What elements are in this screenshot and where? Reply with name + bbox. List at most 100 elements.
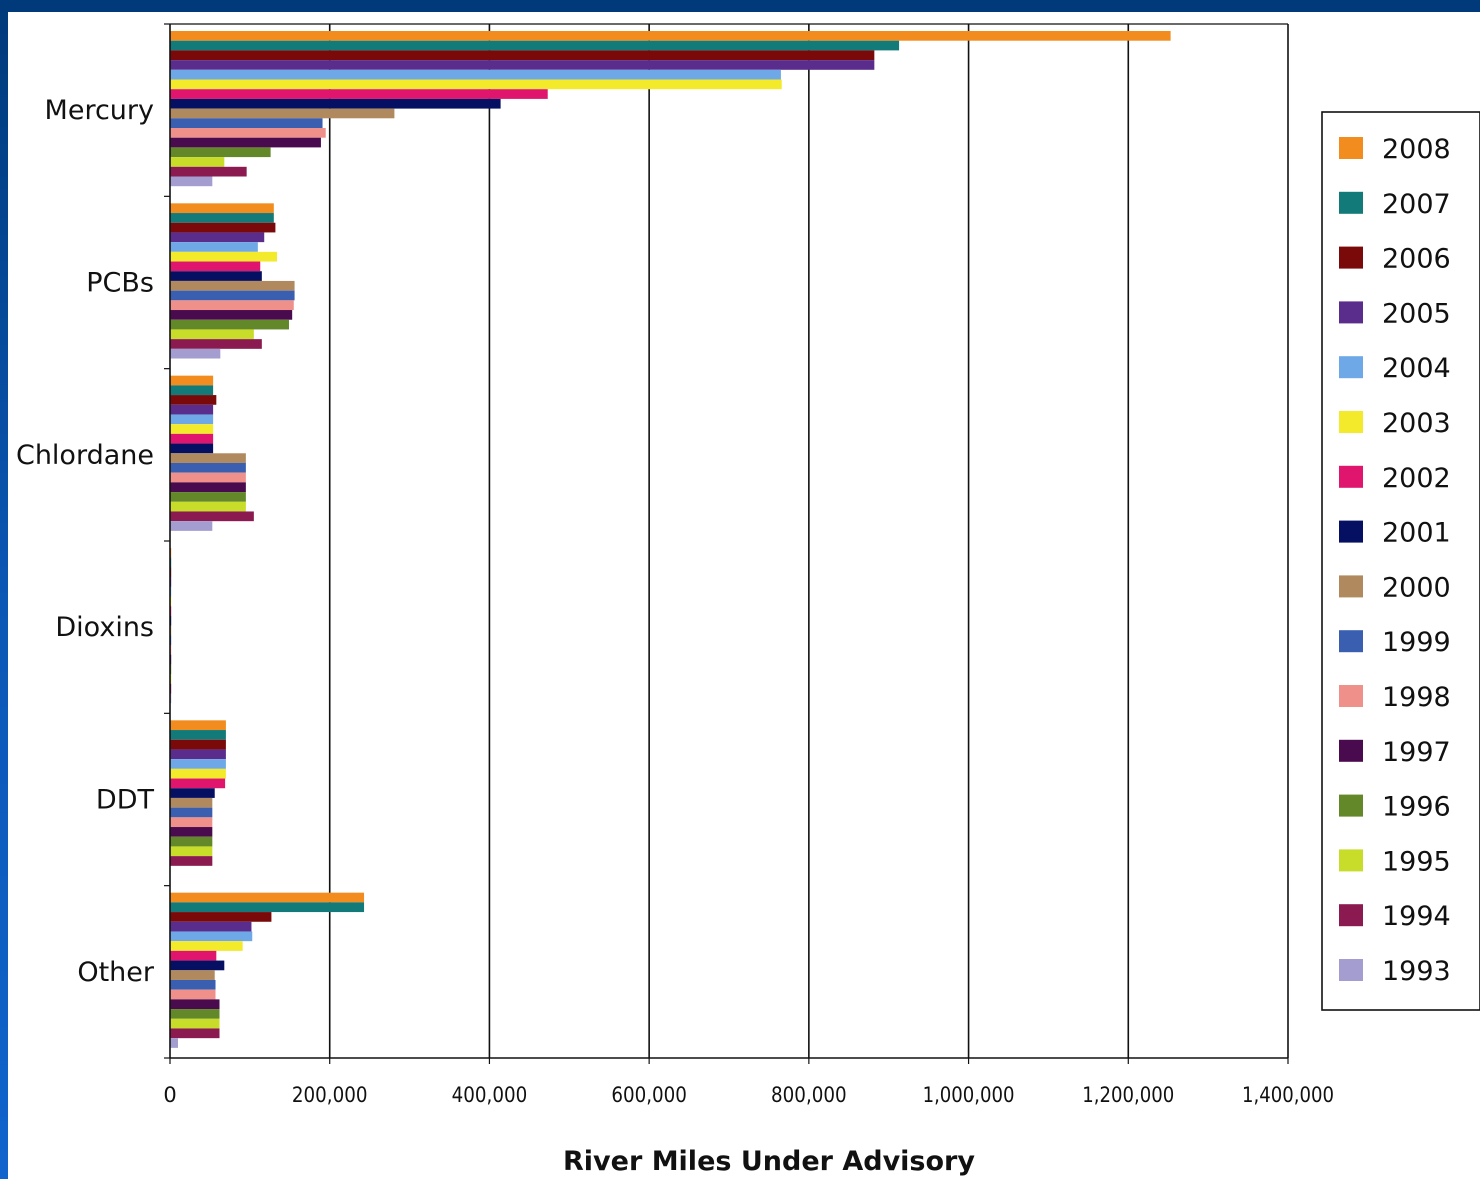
bar bbox=[170, 329, 254, 340]
bar bbox=[170, 433, 214, 444]
legend-swatch bbox=[1339, 411, 1363, 433]
legend-entry-label: 2006 bbox=[1382, 244, 1451, 275]
bar bbox=[170, 157, 225, 167]
bar bbox=[170, 970, 215, 980]
legend-swatch bbox=[1339, 191, 1363, 214]
legend: 2008 2007 2006 2005 2004 2003 2002 2001 2000 1999… bbox=[1321, 111, 1480, 1011]
x-tick-label: 200,000 bbox=[292, 1083, 368, 1107]
bar bbox=[170, 979, 216, 990]
bar bbox=[170, 147, 271, 158]
bar bbox=[170, 950, 217, 961]
legend-entry-label: 2000 bbox=[1382, 572, 1451, 603]
bar bbox=[170, 472, 246, 483]
bar bbox=[170, 348, 221, 359]
legend-entry-label: 2004 bbox=[1382, 353, 1451, 384]
bar bbox=[170, 60, 875, 70]
legend-entry-label: 2007 bbox=[1382, 189, 1451, 220]
bar bbox=[170, 931, 253, 942]
x-axis-label: River Miles Under Advisory bbox=[563, 1146, 975, 1177]
bar bbox=[170, 1038, 178, 1048]
bar bbox=[170, 232, 265, 243]
legend-swatch bbox=[1339, 137, 1363, 159]
bar bbox=[170, 1028, 220, 1039]
bar bbox=[170, 414, 214, 425]
x-tick-labels: 0 200,000 400,000 600,000 800,000 1,000,000 1,… bbox=[163, 1083, 1334, 1107]
bar bbox=[170, 222, 276, 233]
legend-swatch bbox=[1339, 246, 1363, 269]
category-label: Mercury bbox=[45, 95, 154, 126]
legend-swatch bbox=[1339, 575, 1363, 598]
bar bbox=[170, 203, 274, 214]
legend-entry-label: 2003 bbox=[1382, 408, 1451, 439]
legend-swatch bbox=[1339, 959, 1363, 981]
bar bbox=[170, 375, 214, 386]
category-label: Chlordane bbox=[16, 440, 154, 471]
x-tick-label: 1,000,000 bbox=[923, 1083, 1015, 1107]
bar bbox=[170, 511, 254, 522]
bars bbox=[170, 31, 1171, 1048]
bar bbox=[170, 128, 326, 138]
x-tick-label: 1,400,000 bbox=[1242, 1083, 1334, 1107]
bar bbox=[170, 768, 226, 779]
bar bbox=[170, 31, 1171, 41]
legend-swatch bbox=[1339, 465, 1363, 488]
bar bbox=[170, 1018, 220, 1029]
category-label: DDT bbox=[96, 785, 155, 816]
legend-entry-label: 2002 bbox=[1382, 463, 1451, 494]
bar bbox=[170, 482, 246, 493]
legend-entry-label: 2008 bbox=[1382, 134, 1451, 165]
legend-entry-label: 1997 bbox=[1382, 737, 1451, 768]
legend-swatch bbox=[1339, 849, 1363, 872]
gridlines bbox=[328, 24, 1289, 1058]
axes bbox=[164, 23, 1289, 1064]
bar bbox=[170, 739, 226, 750]
legend-entry-label: 1999 bbox=[1382, 627, 1451, 658]
bar bbox=[170, 79, 782, 90]
bar bbox=[170, 176, 213, 187]
legend-swatch bbox=[1339, 520, 1363, 543]
legend-swatch bbox=[1339, 739, 1363, 762]
bar bbox=[170, 166, 247, 177]
bar bbox=[170, 999, 220, 1010]
bar bbox=[170, 749, 226, 760]
bar bbox=[170, 89, 548, 99]
bar bbox=[170, 300, 294, 311]
bar bbox=[170, 720, 226, 731]
legend-entry-label: 1998 bbox=[1382, 682, 1451, 713]
bar bbox=[170, 492, 246, 502]
category-label: Dioxins bbox=[55, 612, 154, 643]
bar bbox=[170, 730, 226, 740]
legend-entry-label: 1996 bbox=[1382, 792, 1451, 823]
bar bbox=[170, 921, 252, 932]
bar bbox=[170, 242, 258, 252]
bar bbox=[170, 778, 226, 789]
bar bbox=[170, 892, 365, 903]
legend-swatch bbox=[1339, 904, 1363, 927]
category-label: PCBs bbox=[86, 268, 154, 299]
bar bbox=[170, 261, 261, 272]
bar bbox=[170, 290, 295, 301]
legend-entry-label: 1993 bbox=[1382, 956, 1451, 987]
bar bbox=[170, 213, 274, 223]
legend-swatch bbox=[1339, 301, 1363, 324]
bar bbox=[170, 941, 243, 951]
bar bbox=[170, 310, 293, 320]
bar bbox=[170, 40, 900, 51]
bar bbox=[170, 856, 213, 866]
bar bbox=[170, 960, 225, 971]
x-tick-label: 600,000 bbox=[611, 1083, 687, 1107]
legend-entry-label: 2001 bbox=[1382, 518, 1451, 549]
bar bbox=[170, 98, 501, 109]
legend-entry-label: 2005 bbox=[1382, 298, 1451, 329]
bar bbox=[170, 462, 246, 473]
bar bbox=[170, 443, 214, 454]
legend-swatch bbox=[1339, 356, 1363, 379]
bar bbox=[170, 846, 213, 857]
bar bbox=[170, 827, 213, 837]
legend-swatch bbox=[1339, 685, 1363, 707]
category-labels: Mercury PCBs Chlordane Dioxins DDT Other bbox=[16, 95, 155, 988]
bar bbox=[170, 807, 213, 818]
bar bbox=[170, 108, 395, 119]
x-tick-label: 0 bbox=[163, 1083, 176, 1107]
